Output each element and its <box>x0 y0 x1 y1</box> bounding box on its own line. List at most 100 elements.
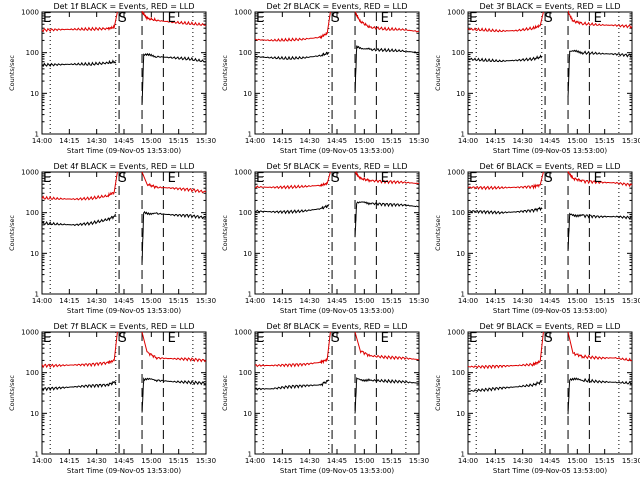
time-marker-label: S <box>331 171 339 186</box>
x-tick-label: 14:15 <box>272 297 292 305</box>
lld-series-line <box>141 10 207 26</box>
x-tick-label: 15:15 <box>595 297 615 305</box>
x-tick-label: 15:30 <box>409 297 429 305</box>
time-marker-label: E <box>256 331 264 346</box>
x-tick-label: 15:00 <box>567 297 587 305</box>
x-tick-label: 15:30 <box>622 457 640 465</box>
time-marker-label: E <box>594 171 602 186</box>
events-series-line <box>41 213 117 227</box>
events-series-line <box>354 201 420 238</box>
x-tick-label: 14:15 <box>485 137 505 145</box>
y-tick-label: 100 <box>239 49 252 57</box>
panel-title: Det 7f BLACK = Events, RED = LLD <box>53 322 194 331</box>
plot-frame <box>41 11 207 135</box>
x-tick-label: 14:15 <box>485 457 505 465</box>
x-tick-label: 14:15 <box>59 137 79 145</box>
x-axis-label: Start Time (09-Nov-05 13:53:00) <box>67 467 181 475</box>
time-marker-label: S <box>118 11 126 26</box>
time-marker-label: S <box>118 171 126 186</box>
panel-title: Det 6f BLACK = Events, RED = LLD <box>479 162 620 171</box>
x-tick-label: 15:15 <box>169 137 189 145</box>
y-tick-label: 1000 <box>21 169 39 177</box>
events-series-line <box>567 49 633 98</box>
x-tick-label: 15:00 <box>354 457 374 465</box>
y-tick-label: 1 <box>35 291 39 299</box>
lld-series-line <box>567 170 633 188</box>
x-tick-label: 15:30 <box>196 297 216 305</box>
time-marker-label: E <box>256 11 264 26</box>
x-axis-label: Start Time (09-Nov-05 13:53:00) <box>280 467 394 475</box>
plot-frame <box>467 11 633 135</box>
events-series-line <box>141 377 207 413</box>
y-tick-label: 1000 <box>234 9 252 17</box>
panel-det-9: Det 9f BLACK = Events, RED = LLD 1 10 100 10… <box>434 322 640 475</box>
panel-title: Det 3f BLACK = Events, RED = LLD <box>479 2 620 11</box>
y-tick-label: 100 <box>26 369 39 377</box>
y-tick-label: 1 <box>461 131 465 139</box>
x-tick-label: 15:30 <box>196 457 216 465</box>
time-marker-label: S <box>331 11 339 26</box>
time-marker-label: E <box>469 331 477 346</box>
y-axis-label: Counts/sec <box>434 375 442 411</box>
time-marker-label: E <box>469 11 477 26</box>
y-axis-label: Counts/sec <box>221 55 229 91</box>
x-tick-label: 15:30 <box>622 297 640 305</box>
x-tick-label: 15:15 <box>382 297 402 305</box>
lld-series-line <box>567 10 633 29</box>
x-tick-label: 14:45 <box>327 137 347 145</box>
x-axis-label: Start Time (09-Nov-05 13:53:00) <box>280 147 394 155</box>
time-marker-label: E <box>168 171 176 186</box>
x-tick-label: 14:45 <box>114 137 134 145</box>
x-tick-label: 15:15 <box>595 137 615 145</box>
y-tick-label: 10 <box>243 410 252 418</box>
time-marker-label: S <box>118 331 126 346</box>
x-axis-label: Start Time (09-Nov-05 13:53:00) <box>493 147 607 155</box>
x-tick-label: 14:30 <box>300 297 320 305</box>
lld-series-line <box>254 331 331 368</box>
x-tick-label: 14:00 <box>245 457 265 465</box>
x-tick-label: 15:00 <box>567 137 587 145</box>
y-tick-label: 1 <box>461 291 465 299</box>
x-tick-label: 14:00 <box>458 457 478 465</box>
y-tick-label: 100 <box>452 49 465 57</box>
x-tick-label: 15:00 <box>141 137 161 145</box>
x-tick-label: 14:30 <box>513 297 533 305</box>
x-tick-label: 15:00 <box>354 137 374 145</box>
x-tick-label: 14:00 <box>32 457 52 465</box>
time-marker-label: E <box>43 171 51 186</box>
x-tick-label: 15:30 <box>409 457 429 465</box>
time-marker-label: E <box>381 11 389 26</box>
y-axis-label: Counts/sec <box>8 215 16 251</box>
x-tick-label: 14:45 <box>327 297 347 305</box>
y-tick-label: 1 <box>248 131 252 139</box>
x-axis-label: Start Time (09-Nov-05 13:53:00) <box>493 467 607 475</box>
y-tick-label: 100 <box>452 209 465 217</box>
x-tick-label: 14:30 <box>513 137 533 145</box>
y-tick-label: 100 <box>26 209 39 217</box>
panel-det-6: Det 6f BLACK = Events, RED = LLD 1 10 100 10… <box>434 162 640 315</box>
x-tick-label: 14:30 <box>513 457 533 465</box>
y-tick-label: 1000 <box>234 329 252 337</box>
x-tick-label: 14:15 <box>59 457 79 465</box>
x-tick-label: 15:15 <box>382 457 402 465</box>
lld-series-line <box>567 331 633 362</box>
time-marker-label: E <box>381 331 389 346</box>
x-tick-label: 14:30 <box>300 137 320 145</box>
time-marker-label: E <box>469 171 477 186</box>
time-marker-label: E <box>168 11 176 26</box>
events-series-line <box>354 377 419 414</box>
events-series-line <box>567 212 633 250</box>
x-tick-label: 14:15 <box>485 297 505 305</box>
y-axis-label: Counts/sec <box>221 215 229 251</box>
x-tick-label: 14:15 <box>59 297 79 305</box>
x-tick-label: 14:45 <box>114 457 134 465</box>
x-tick-label: 14:00 <box>458 137 478 145</box>
time-marker-label: E <box>381 171 389 186</box>
lld-series-line <box>41 171 118 201</box>
x-tick-label: 14:30 <box>87 297 107 305</box>
events-series-line <box>141 52 207 105</box>
x-tick-label: 15:15 <box>382 137 402 145</box>
panel-det-8: Det 8f BLACK = Events, RED = LLD 1 10 100 10… <box>221 322 429 475</box>
time-marker-label: S <box>544 331 552 346</box>
